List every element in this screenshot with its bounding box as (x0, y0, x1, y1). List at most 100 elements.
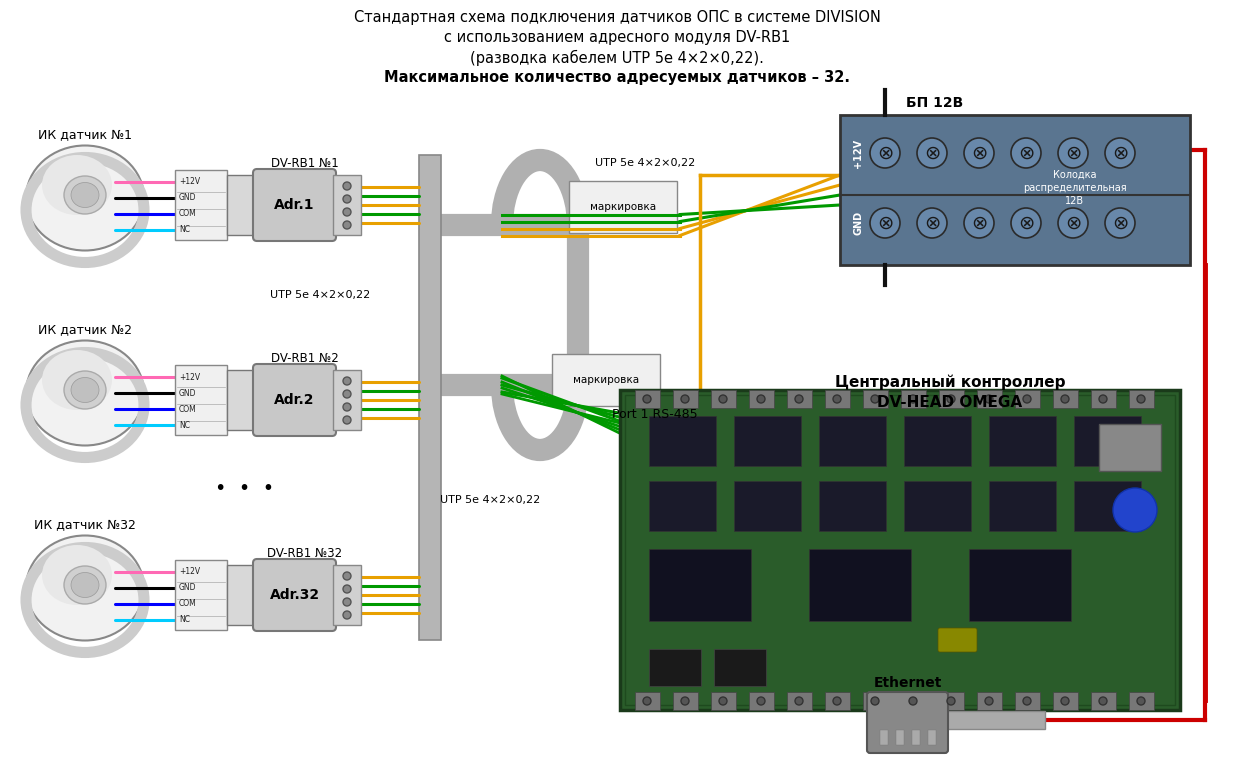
Text: NC: NC (179, 421, 190, 429)
Bar (748, 692, 774, 710)
Circle shape (1099, 697, 1107, 705)
Bar (1091, 390, 1116, 408)
FancyBboxPatch shape (253, 559, 336, 631)
Text: БП 12В: БП 12В (906, 96, 963, 110)
Circle shape (832, 697, 841, 705)
Circle shape (1023, 697, 1031, 705)
Circle shape (1011, 138, 1041, 168)
Circle shape (343, 585, 351, 593)
Bar (911, 730, 920, 745)
Circle shape (343, 195, 351, 203)
Bar (1129, 692, 1153, 710)
Circle shape (680, 697, 689, 705)
Text: маркировка: маркировка (590, 202, 656, 212)
Bar (825, 390, 850, 408)
FancyBboxPatch shape (819, 481, 885, 531)
Bar (787, 390, 811, 408)
FancyBboxPatch shape (939, 628, 977, 652)
FancyBboxPatch shape (1074, 481, 1141, 531)
Text: UTP 5e 4×2×0,22: UTP 5e 4×2×0,22 (270, 290, 370, 300)
Text: ИК датчик №2: ИК датчик №2 (38, 323, 132, 336)
Circle shape (643, 697, 651, 705)
Circle shape (343, 598, 351, 606)
Circle shape (918, 138, 947, 168)
Circle shape (869, 138, 900, 168)
Circle shape (947, 395, 955, 403)
Text: UTP 5e 4×2×0,22: UTP 5e 4×2×0,22 (595, 158, 695, 168)
Bar (1053, 692, 1078, 710)
FancyBboxPatch shape (840, 115, 1191, 265)
Circle shape (719, 697, 727, 705)
Ellipse shape (64, 566, 106, 604)
FancyBboxPatch shape (333, 370, 361, 430)
Circle shape (965, 208, 994, 238)
Text: +12V: +12V (179, 373, 200, 381)
Text: ⊗: ⊗ (1065, 144, 1081, 162)
Circle shape (986, 697, 993, 705)
Circle shape (918, 208, 947, 238)
Circle shape (1011, 208, 1041, 238)
Ellipse shape (26, 340, 144, 445)
Bar (902, 390, 926, 408)
Ellipse shape (64, 176, 106, 214)
Text: GND: GND (179, 584, 196, 592)
Circle shape (871, 395, 879, 403)
Text: ⊗: ⊗ (971, 214, 987, 232)
Text: Adr.32: Adr.32 (269, 588, 320, 602)
FancyBboxPatch shape (175, 365, 227, 435)
Bar (897, 730, 904, 745)
FancyBboxPatch shape (227, 370, 257, 430)
Text: ⊗: ⊗ (924, 214, 940, 232)
Bar (748, 390, 774, 408)
Circle shape (1105, 208, 1135, 238)
FancyBboxPatch shape (650, 481, 716, 531)
Bar (1129, 390, 1153, 408)
Circle shape (965, 138, 994, 168)
Text: Adr.2: Adr.2 (274, 393, 315, 407)
Text: Ethernet: Ethernet (873, 676, 941, 690)
FancyBboxPatch shape (333, 565, 361, 625)
FancyBboxPatch shape (734, 416, 802, 466)
Bar (939, 692, 965, 710)
Text: ⊗: ⊗ (1065, 214, 1081, 232)
Circle shape (1113, 488, 1157, 532)
FancyBboxPatch shape (227, 565, 257, 625)
Text: ⊗: ⊗ (1112, 144, 1129, 162)
Circle shape (869, 208, 900, 238)
Text: ИК датчик №1: ИК датчик №1 (38, 128, 132, 141)
Bar (939, 390, 965, 408)
FancyBboxPatch shape (734, 481, 802, 531)
Text: (разводка кабелем UTP 5e 4×2×0,22).: (разводка кабелем UTP 5e 4×2×0,22). (471, 50, 764, 66)
Circle shape (1058, 138, 1088, 168)
Bar (902, 692, 926, 710)
Text: COM: COM (179, 209, 196, 218)
Text: +12V: +12V (179, 178, 200, 187)
Text: ИК датчик №32: ИК датчик №32 (35, 518, 136, 531)
Bar (419, 155, 441, 640)
Circle shape (1137, 697, 1145, 705)
Circle shape (343, 208, 351, 216)
Text: COM: COM (179, 405, 196, 414)
Bar (881, 730, 888, 745)
Text: ⊗: ⊗ (1112, 214, 1129, 232)
Bar (711, 692, 736, 710)
Circle shape (757, 395, 764, 403)
Circle shape (1058, 208, 1088, 238)
Text: ⊗: ⊗ (924, 144, 940, 162)
Text: ⊗: ⊗ (1018, 214, 1034, 232)
Ellipse shape (70, 573, 99, 598)
Text: DV-RB1 №1: DV-RB1 №1 (270, 157, 338, 170)
Text: с использованием адресного модуля DV-RB1: с использованием адресного модуля DV-RB1 (443, 30, 790, 45)
FancyBboxPatch shape (650, 549, 751, 621)
FancyBboxPatch shape (620, 390, 1179, 710)
Bar (927, 730, 936, 745)
Bar (787, 692, 811, 710)
Circle shape (1099, 395, 1107, 403)
Text: Adr.1: Adr.1 (274, 198, 315, 212)
Circle shape (909, 395, 918, 403)
Circle shape (871, 697, 879, 705)
Circle shape (680, 395, 689, 403)
Circle shape (1137, 395, 1145, 403)
Circle shape (1023, 395, 1031, 403)
Text: GND: GND (853, 211, 863, 235)
